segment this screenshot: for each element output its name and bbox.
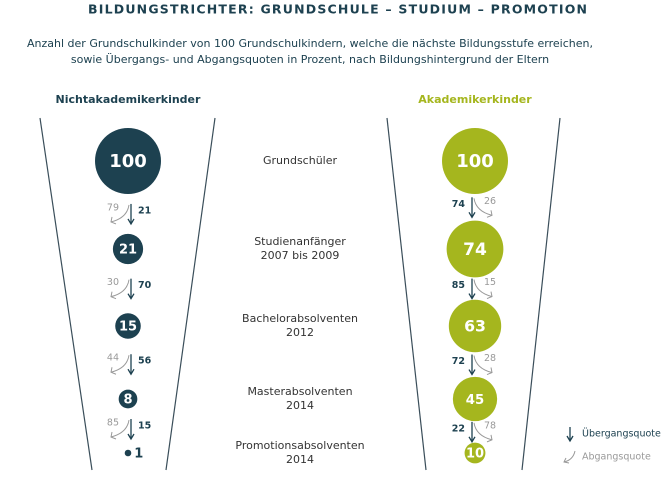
- bubble: [446, 220, 504, 278]
- stage-label: Promotionsabsolventen: [235, 439, 364, 452]
- dropout-label: 26: [484, 196, 496, 207]
- subtitle: Anzahl der Grundschulkinder von 100 Grun…: [27, 37, 593, 50]
- subtitle: sowie Übergangs- und Abgangsquoten in Pr…: [71, 53, 549, 66]
- chart-title: BILDUNGSTRICHTER: GRUNDSCHULE – STUDIUM …: [88, 2, 588, 17]
- bubble: [95, 128, 161, 194]
- stage-label: Masterabsolventen: [247, 385, 352, 398]
- stage-label: 2012: [286, 326, 314, 339]
- bubble-label: 21: [119, 243, 137, 258]
- transition-arrow-head: [468, 293, 476, 300]
- bubble: [464, 442, 486, 464]
- funnel-lines: [39, 117, 561, 471]
- stage-label: Studienanfänger: [254, 235, 346, 248]
- bubble-label: 63: [464, 317, 486, 336]
- bubble: [442, 128, 508, 194]
- stage-label: 2007 bis 2009: [261, 249, 340, 262]
- dropout-arrow: [473, 422, 493, 443]
- transition-label: 15: [138, 421, 151, 432]
- bubble: [112, 233, 144, 265]
- transition-arrow-head: [127, 433, 135, 441]
- dropout-label: 30: [107, 277, 119, 288]
- funnel-line: [39, 117, 93, 471]
- bubble-label: 15: [119, 320, 137, 335]
- transition-arrow-head: [468, 436, 476, 444]
- dropout-label: 44: [107, 353, 119, 364]
- transition-arrow-head: [468, 369, 476, 376]
- stage-label: Bachelorabsolventen: [242, 312, 358, 325]
- transition-label: 56: [138, 356, 152, 367]
- stage-label: Grundschüler: [263, 154, 338, 167]
- dropout-arrow: [473, 198, 493, 218]
- bubble-label: 10: [466, 447, 484, 462]
- bubble-label: 8: [123, 393, 132, 408]
- series-heading: Nichtakademikerkinder: [56, 93, 201, 106]
- transition-label: 85: [452, 280, 465, 291]
- dropout-label: 78: [484, 420, 496, 431]
- funnel-line: [521, 117, 561, 471]
- transition-label: 72: [452, 356, 465, 367]
- stage-label: 2014: [286, 399, 314, 412]
- bubble: [452, 376, 498, 422]
- bubble-label: 45: [466, 393, 484, 408]
- dropout-label: 15: [484, 277, 496, 288]
- funnel-line: [386, 117, 427, 471]
- dropout-arrow: [473, 355, 493, 375]
- dropout-arrow: [473, 279, 493, 300]
- stage-label: 2014: [286, 453, 314, 466]
- bubble: [448, 299, 502, 353]
- dropout-arrow: [110, 355, 130, 375]
- bubble-label: 100: [456, 151, 494, 172]
- bubble-label: 100: [109, 151, 147, 172]
- dropout-arrow: [110, 279, 130, 300]
- transition-arrow-head: [127, 368, 135, 376]
- bubble-label: 1: [134, 447, 143, 462]
- dropout-label: 79: [107, 202, 119, 213]
- legend-dropout-arrow: [563, 450, 576, 464]
- bubble: [115, 313, 141, 339]
- bubble-label: 74: [463, 240, 487, 260]
- series-heading: Akademikerkinder: [418, 93, 532, 106]
- funnel-line: [165, 117, 216, 471]
- dropout-arrow: [110, 204, 130, 225]
- bubble: [118, 389, 138, 409]
- transition-label: 74: [452, 199, 466, 210]
- dropout-label: 28: [484, 353, 496, 364]
- dropout-arrow: [110, 419, 130, 440]
- transition-label: 21: [138, 205, 151, 216]
- transition-label: 70: [138, 280, 152, 291]
- transition-arrow-head: [127, 218, 135, 226]
- transition-arrow-head: [127, 293, 135, 300]
- bubble: [124, 449, 132, 457]
- legend-label: Übergangsquote: [582, 429, 661, 440]
- dropout-label: 85: [107, 418, 119, 429]
- transition-label: 22: [452, 423, 465, 434]
- transition-arrow-head: [468, 211, 476, 219]
- legend-label: Abgangsquote: [582, 452, 651, 463]
- legend-arrow-head: [566, 435, 574, 443]
